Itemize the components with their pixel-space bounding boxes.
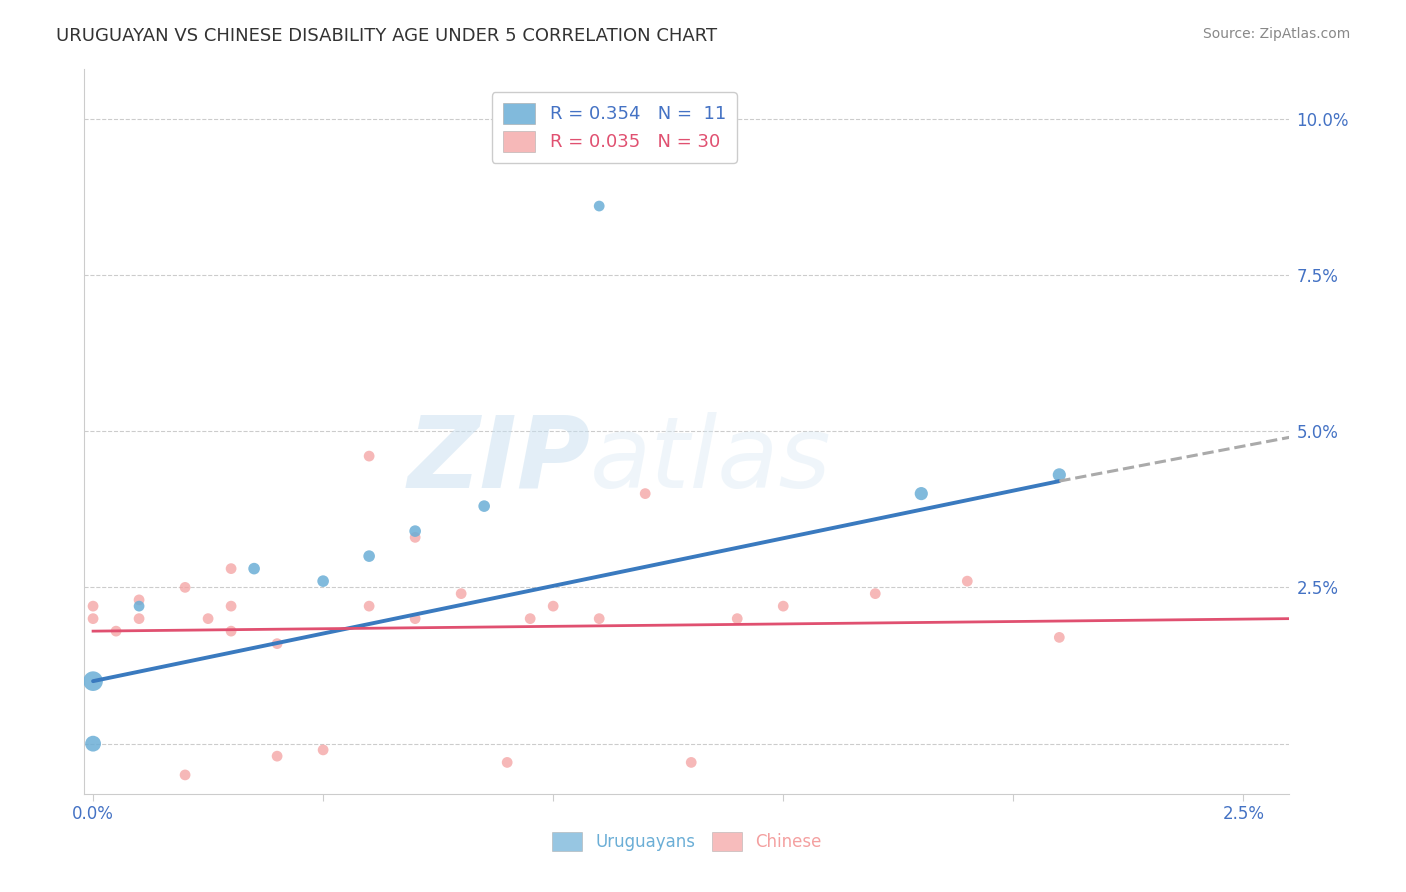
Point xyxy=(82,612,104,626)
Point xyxy=(725,612,748,626)
Text: Source: ZipAtlas.com: Source: ZipAtlas.com xyxy=(1202,27,1350,41)
Point xyxy=(772,599,794,614)
Point xyxy=(956,574,979,588)
Point xyxy=(243,561,266,575)
Point xyxy=(681,756,703,770)
Point xyxy=(197,612,219,626)
Point xyxy=(82,599,104,614)
Point xyxy=(359,449,381,463)
Point xyxy=(359,549,381,563)
Text: atlas: atlas xyxy=(591,411,832,508)
Point xyxy=(266,637,288,651)
Point xyxy=(519,612,541,626)
Legend: R = 0.354   N =  11, R = 0.035   N = 30: R = 0.354 N = 11, R = 0.035 N = 30 xyxy=(492,92,737,162)
Point xyxy=(128,593,150,607)
Point xyxy=(128,612,150,626)
Point xyxy=(82,674,104,689)
Point xyxy=(404,524,426,538)
Point xyxy=(634,486,657,500)
Point xyxy=(219,624,242,639)
Point xyxy=(496,756,519,770)
Point xyxy=(359,599,381,614)
Point xyxy=(266,749,288,764)
Point xyxy=(312,574,335,588)
Point xyxy=(910,486,932,500)
Point xyxy=(174,768,197,782)
Point xyxy=(450,587,472,601)
Point xyxy=(312,743,335,757)
Point xyxy=(404,612,426,626)
Point xyxy=(105,624,128,639)
Point xyxy=(865,587,887,601)
Point xyxy=(588,199,610,213)
Point xyxy=(1047,467,1070,482)
Point xyxy=(588,612,610,626)
Point xyxy=(404,530,426,544)
Point xyxy=(174,580,197,594)
Point xyxy=(219,599,242,614)
Point xyxy=(472,499,495,513)
Point xyxy=(128,599,150,614)
Point xyxy=(82,737,104,751)
Text: URUGUAYAN VS CHINESE DISABILITY AGE UNDER 5 CORRELATION CHART: URUGUAYAN VS CHINESE DISABILITY AGE UNDE… xyxy=(56,27,717,45)
Point xyxy=(1047,631,1070,645)
Point xyxy=(541,599,564,614)
Text: ZIP: ZIP xyxy=(408,411,591,508)
Point xyxy=(219,561,242,575)
